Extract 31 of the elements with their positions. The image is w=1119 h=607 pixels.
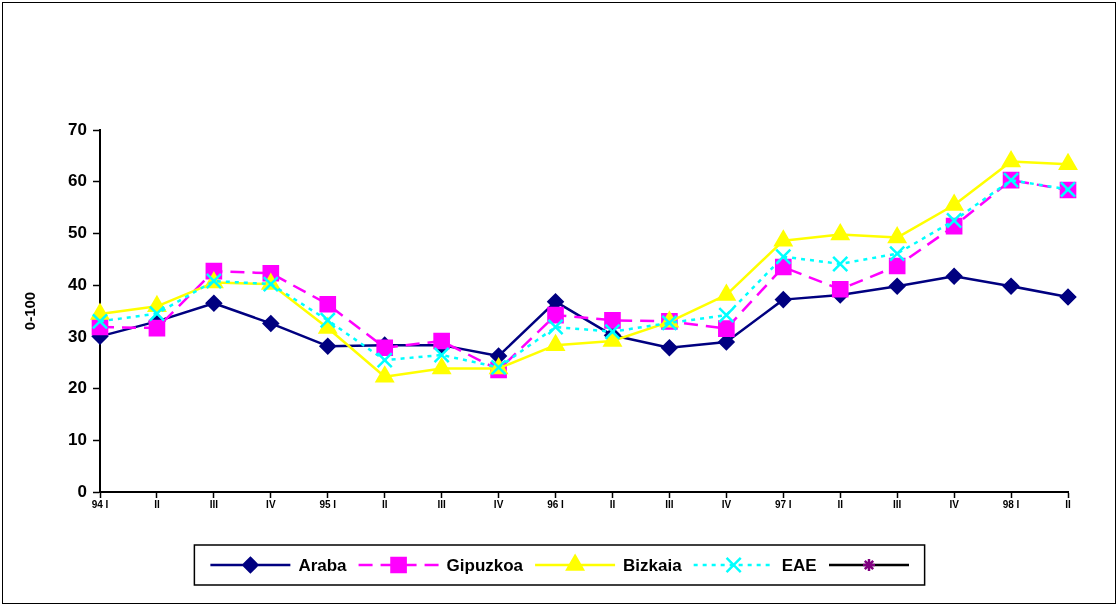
x-tick-label: III xyxy=(209,498,219,510)
y-tick-label: 0 xyxy=(77,481,87,501)
x-tick-label: II xyxy=(609,498,616,510)
legend-label: Bizkaia xyxy=(623,555,683,575)
y-tick-label: 30 xyxy=(68,326,87,346)
x-tick-label: III xyxy=(893,498,902,510)
y-tick-label: 10 xyxy=(68,429,87,449)
y-tick-label: 60 xyxy=(68,171,87,191)
x-tick-label: II xyxy=(837,498,844,510)
y-tick-label: 20 xyxy=(68,378,87,398)
legend-label: Gipuzkoa xyxy=(446,555,524,575)
x-tick-label: II xyxy=(154,498,160,510)
x-tick-label: 94 I xyxy=(91,498,109,510)
y-axis-title: 0-100 xyxy=(21,291,39,331)
x-tick-label: 96 I xyxy=(547,498,565,510)
y-tick-label: 40 xyxy=(68,274,87,294)
x-tick-label: III xyxy=(665,498,674,510)
x-tick-label: 95 I xyxy=(319,498,337,510)
legend-label: EAE xyxy=(781,555,817,575)
x-tick-label: IV xyxy=(266,498,276,510)
x-tick-label: 97 I xyxy=(774,498,792,510)
y-tick-label: 70 xyxy=(68,119,87,139)
x-tick-label: II xyxy=(1065,498,1071,510)
x-tick-label: II xyxy=(381,498,388,510)
x-tick-label: IV xyxy=(721,498,732,510)
x-tick-label: 98 I xyxy=(1002,498,1020,510)
y-tick-label: 50 xyxy=(68,223,87,243)
x-tick-label: IV xyxy=(949,498,960,510)
x-tick-label: III xyxy=(437,498,447,510)
legend-label: Araba xyxy=(298,555,348,575)
x-tick-label: IV xyxy=(493,498,504,510)
